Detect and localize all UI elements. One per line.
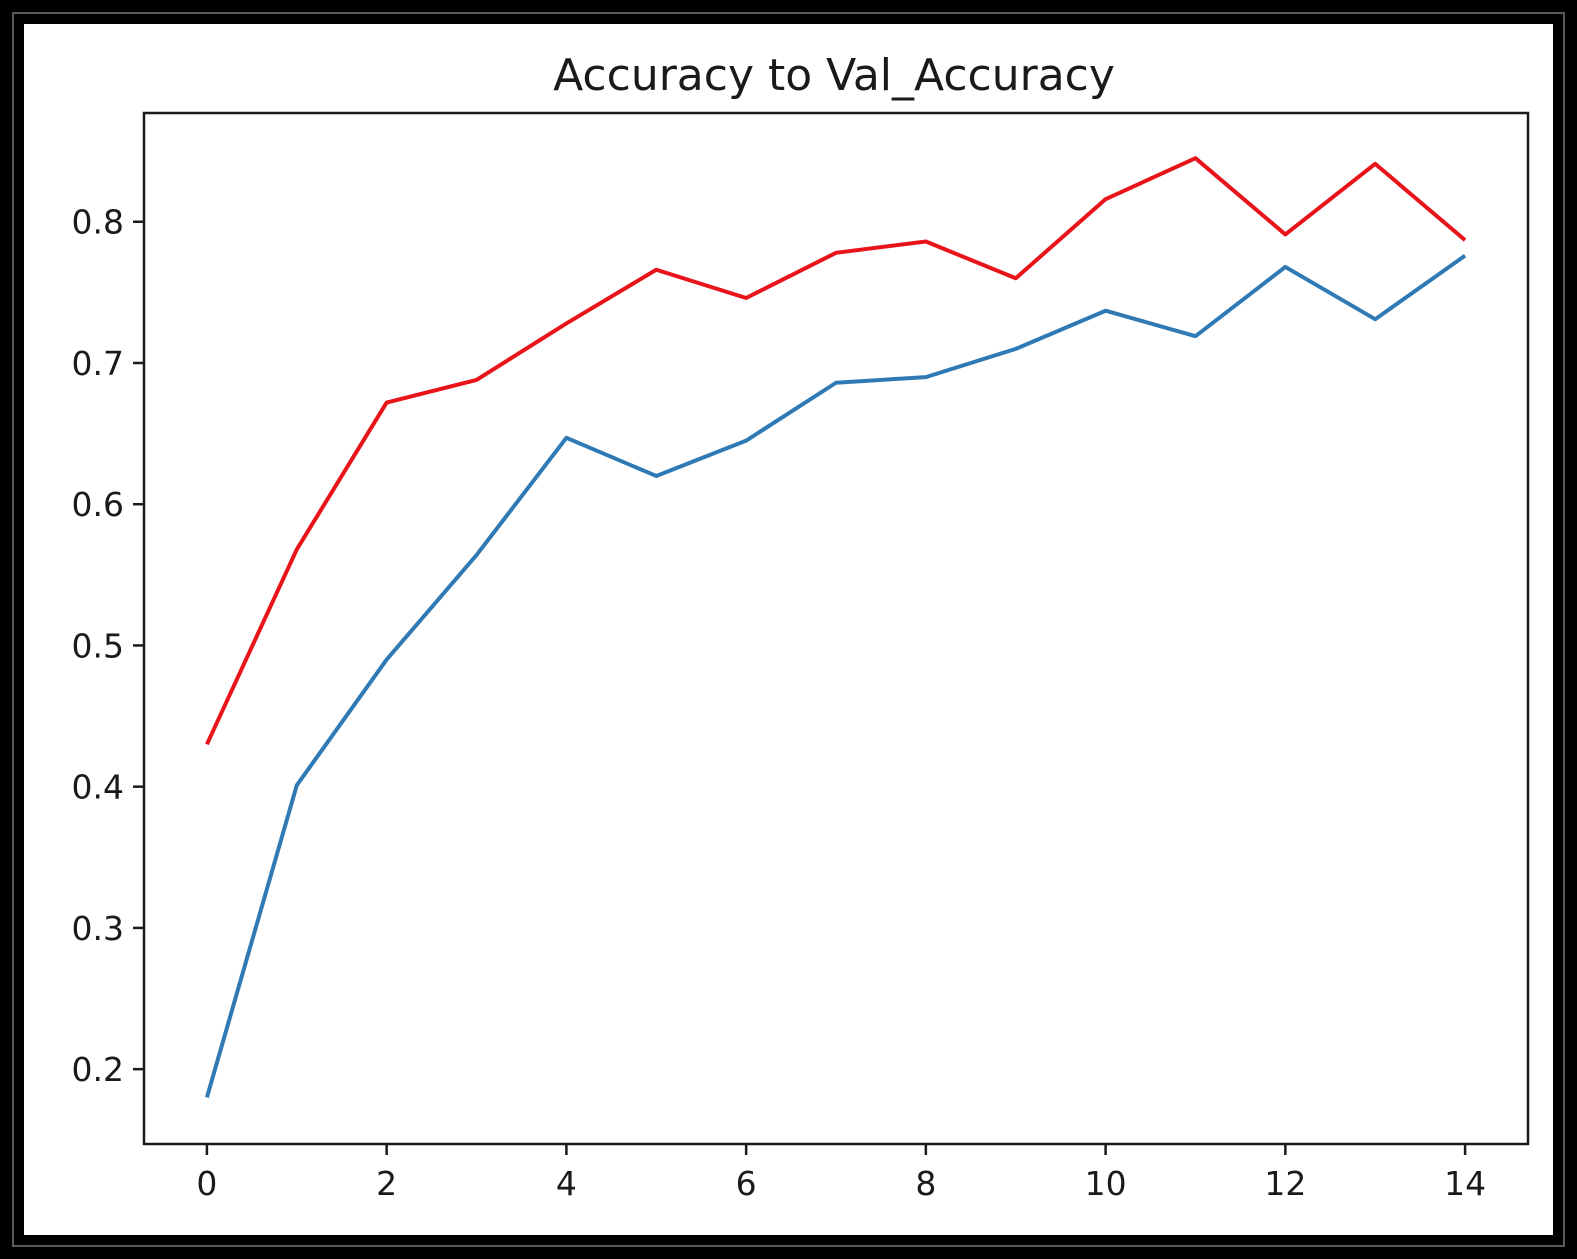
series-line-1 — [205, 156, 1467, 746]
x-tick-label: 0 — [196, 1164, 217, 1203]
x-tick-label: 2 — [376, 1164, 397, 1203]
series-layer — [204, 156, 1467, 1098]
x-tick-label: 12 — [1264, 1164, 1306, 1203]
y-tick-label: 0.8 — [72, 203, 124, 242]
x-tick-label: 8 — [915, 1164, 936, 1203]
axes-frame — [142, 111, 1530, 1146]
y-tick-label: 0.2 — [72, 1050, 124, 1089]
x-tick-label: 14 — [1444, 1164, 1486, 1203]
x-tick-label: 4 — [556, 1164, 577, 1203]
frame-border — [12, 12, 1565, 1247]
series-line-2 — [204, 254, 1467, 1098]
y-tick-label: 0.7 — [72, 344, 124, 383]
y-tick-label: 0.3 — [72, 909, 124, 948]
y-tick-label: 0.4 — [72, 768, 124, 807]
y-tick-label: 0.5 — [72, 626, 124, 665]
x-tick-label: 6 — [736, 1164, 757, 1203]
ticks-layer: 0 2 4 6 8 10 12 14 0.2 0.3 0.4 0.5 0.6 0.7 0.8 — [72, 203, 1487, 1203]
x-tick-label: 10 — [1085, 1164, 1127, 1203]
chart-title: Accuracy to Val_Accuracy — [553, 50, 1115, 101]
y-tick-label: 0.6 — [72, 485, 124, 524]
